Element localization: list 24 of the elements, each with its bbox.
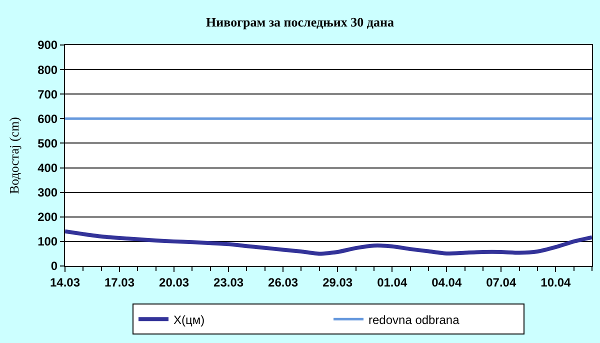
y-tick-label: 800: [38, 62, 58, 77]
legend-label: X(цм): [174, 312, 205, 327]
x-tick-label: 01.04: [377, 275, 408, 290]
y-tick-label: 0: [50, 259, 58, 274]
legend-label: redovna odbrana: [368, 312, 460, 327]
y-tick-label: 700: [38, 87, 58, 102]
y-tick-label: 100: [38, 234, 58, 249]
chart-title: Нивограм за последњих 30 дана: [206, 14, 394, 30]
x-tick-label: 23.03: [214, 275, 244, 290]
x-tick-label: 14.03: [50, 275, 80, 290]
y-tick-label: 300: [38, 186, 58, 200]
y-tick-label: 600: [38, 112, 58, 126]
x-tick-label: 04.04: [432, 275, 462, 290]
x-tick-label: 20.03: [159, 275, 190, 290]
x-tick-label: 29.03: [322, 275, 353, 290]
x-tick-label: 10.04: [540, 275, 571, 290]
x-tick-label: 17.03: [104, 275, 135, 290]
y-tick-label: 900: [38, 38, 58, 52]
y-tick-label: 500: [38, 136, 58, 150]
y-tick-label: 400: [38, 160, 58, 175]
y-tick-label: 200: [38, 210, 58, 224]
x-tick-label: 26.03: [268, 275, 298, 290]
y-axis-title: Водостај (cm): [6, 116, 22, 194]
x-tick-label: 07.04: [486, 275, 516, 290]
